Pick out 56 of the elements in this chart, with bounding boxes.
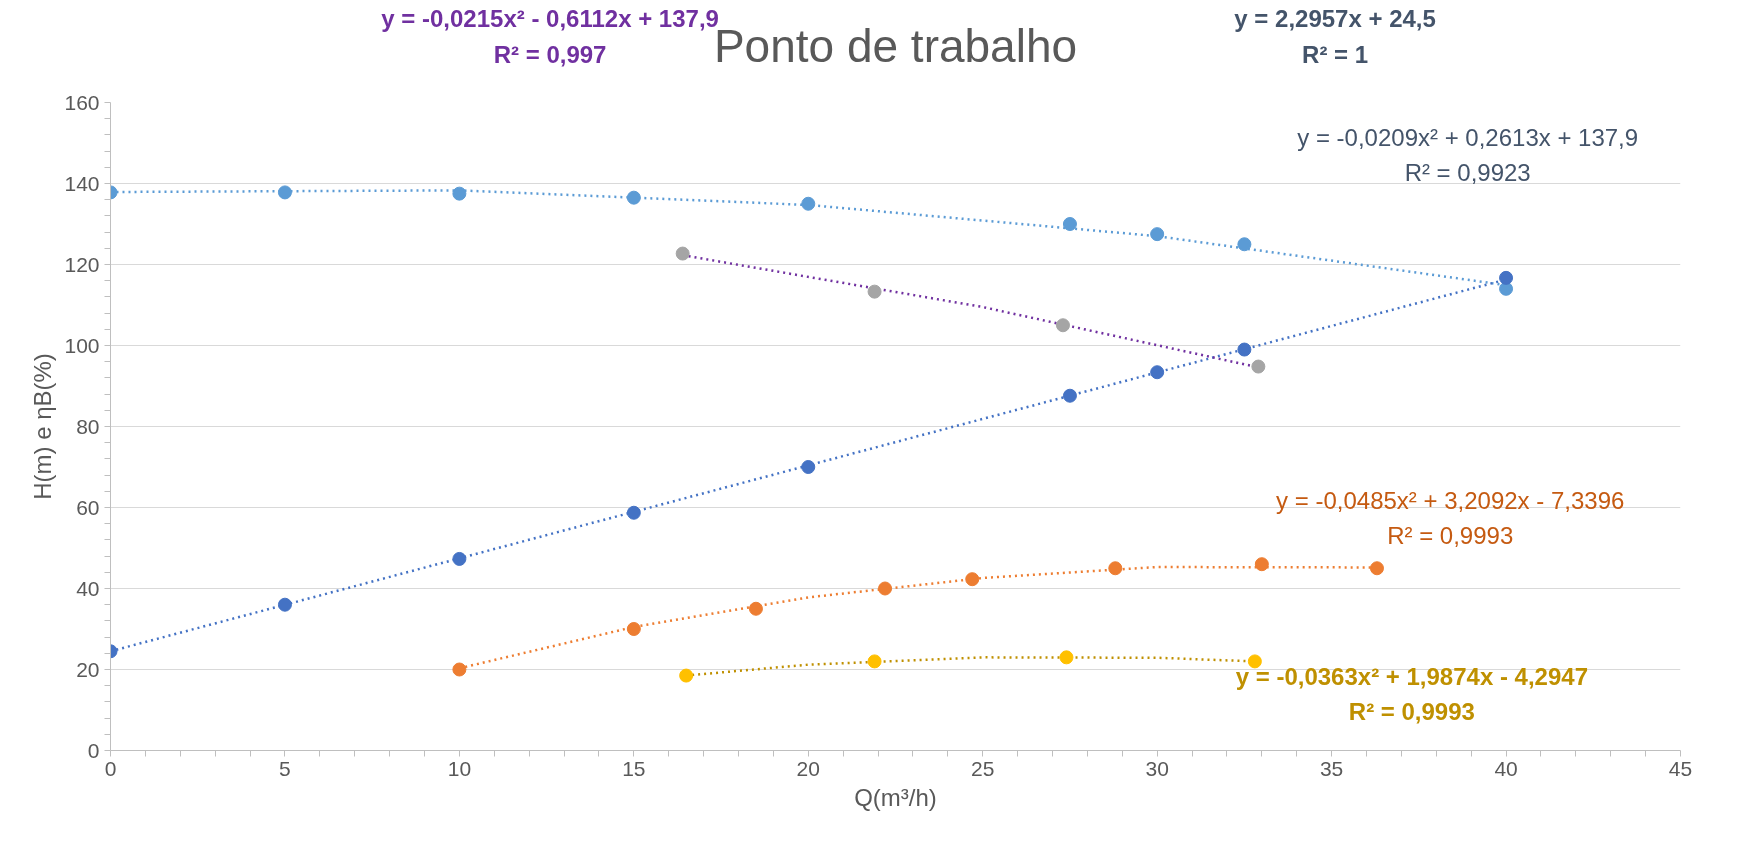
x-tick-label: 45: [1668, 756, 1693, 780]
point: [1369, 561, 1384, 576]
point: [1108, 561, 1123, 576]
point: [626, 505, 641, 520]
point: [679, 668, 694, 683]
point: [1247, 654, 1262, 669]
point: [452, 551, 467, 566]
point: [1055, 318, 1070, 333]
y-tick-label: 120: [64, 252, 100, 276]
point: [1254, 557, 1269, 572]
point: [1251, 359, 1266, 374]
x-tick-label: 10: [447, 756, 472, 780]
point: [748, 601, 763, 616]
point: [1062, 388, 1077, 403]
point: [277, 597, 292, 612]
x-tick-label: 0: [104, 756, 117, 780]
y-tick-label: 160: [64, 90, 100, 114]
x-tick-label: 40: [1494, 756, 1518, 780]
point: [1150, 365, 1165, 380]
point: [867, 654, 882, 669]
text: y = 2,2957x + 24,5 R² = 1: [1234, 5, 1436, 68]
x-tick-label: 30: [1145, 756, 1169, 780]
point: [1059, 650, 1074, 665]
point: [675, 246, 690, 261]
point: [452, 662, 467, 677]
point: [965, 572, 980, 587]
point: [1062, 217, 1077, 231]
y-tick-label: 100: [64, 333, 100, 357]
x-tick-label: 25: [971, 756, 995, 780]
x-tick-label: 35: [1319, 756, 1344, 780]
y-tick-label: 40: [76, 576, 100, 600]
point: [878, 581, 893, 596]
y-tick-label: 80: [76, 414, 100, 438]
x-axis-title: Q(m³/h): [854, 783, 937, 811]
x-tick-label: 15: [622, 756, 646, 780]
y-tick-label: 140: [64, 171, 100, 195]
annotation: y = -0,0209x² + 0,2613x + 137,9 R² = 0,9923: [1297, 124, 1639, 187]
point: [1237, 342, 1252, 357]
point: [1150, 227, 1165, 242]
y-tick-label: 0: [87, 738, 100, 762]
x-tick-label: 5: [279, 756, 291, 780]
point: [277, 185, 292, 200]
point: [1237, 237, 1252, 252]
point: [867, 284, 882, 299]
y-axis-title: H(m) e ηB(%): [29, 353, 57, 500]
point: [626, 622, 641, 636]
point: [626, 190, 641, 205]
point: [801, 460, 816, 474]
annotation: y = -0,0485x² + 3,2092x - 7,3396 R² = 0,9993: [1276, 486, 1625, 549]
point: [801, 196, 816, 211]
annotation: y = -0,0363x² + 1,9874x - 4,2947 R² = 0,9993: [1235, 662, 1588, 725]
x-tick-label: 20: [796, 756, 820, 780]
y-tick-label: 60: [76, 495, 100, 519]
point: [452, 186, 467, 201]
point: [1499, 270, 1514, 285]
y-tick-label: 20: [76, 657, 100, 681]
